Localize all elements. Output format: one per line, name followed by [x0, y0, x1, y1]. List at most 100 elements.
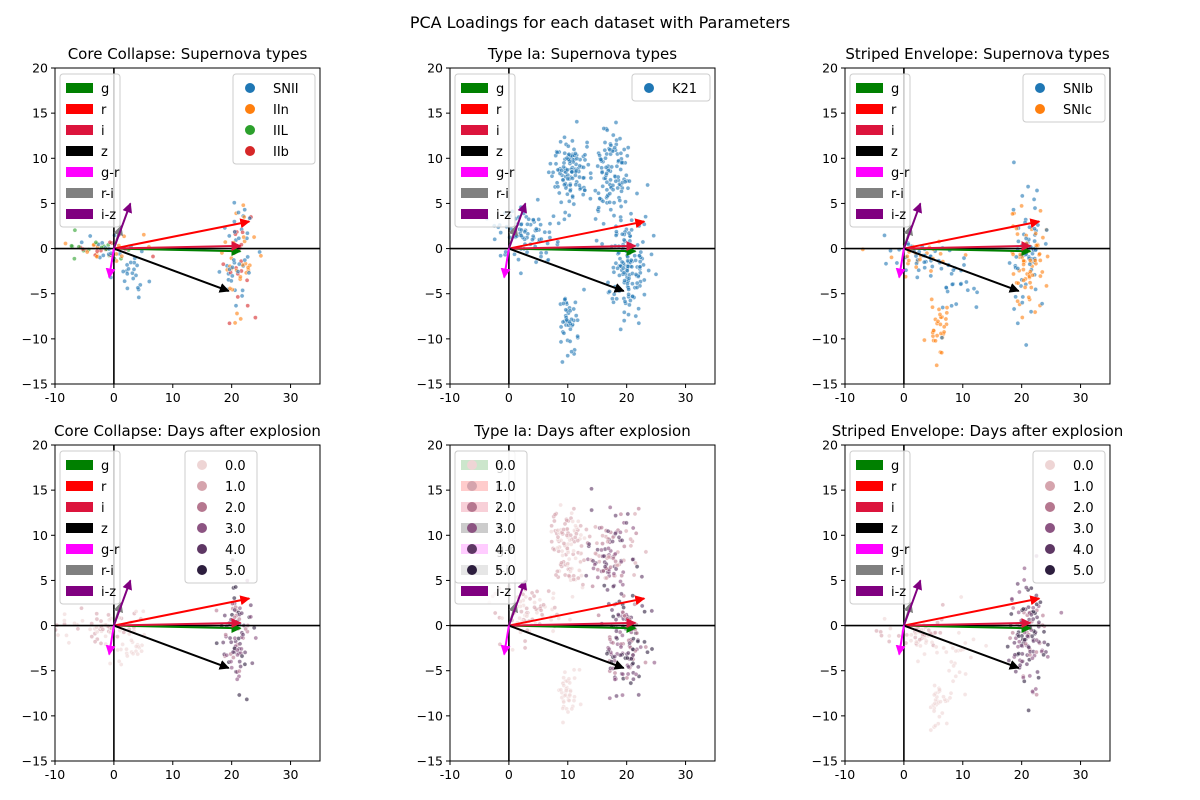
x-tick-label: 20	[1014, 390, 1030, 405]
scatter-point	[238, 274, 243, 280]
x-tick-label: 20	[619, 390, 635, 405]
scatter-point	[1034, 692, 1039, 698]
scatter-point	[561, 683, 567, 688]
scatter-point	[963, 640, 968, 646]
legend-label: 3.0	[225, 522, 246, 537]
legend-label-r-i: r-i	[891, 564, 904, 579]
scatter-point	[631, 636, 636, 642]
scatter-point	[609, 607, 615, 613]
scatter-point	[581, 165, 586, 170]
scatter-point	[550, 628, 556, 634]
scatter-point	[944, 310, 950, 316]
scatter-point	[593, 188, 598, 193]
scatter-point	[564, 688, 569, 693]
scatter-point	[562, 521, 568, 527]
scatter-point	[549, 539, 555, 545]
scatter-point	[524, 249, 530, 255]
scatter-point	[492, 610, 498, 616]
scatter-point	[600, 541, 605, 546]
scatter-point	[617, 136, 623, 141]
scatter-point	[1022, 630, 1027, 635]
panel-3: Striped Envelope: Supernova types -10 0 10 2…	[812, 45, 1111, 405]
scatter-point	[595, 567, 601, 573]
scatter-point	[562, 572, 568, 578]
x-tick-label: 0	[110, 767, 118, 782]
loading-arrow-i	[113, 618, 242, 629]
scatter-point	[562, 210, 568, 215]
legend-label-i: i	[101, 124, 105, 139]
loading-arrow-i	[903, 241, 1032, 252]
legend-marker	[197, 523, 207, 533]
scatter-point	[1034, 602, 1039, 607]
scatter-point	[642, 292, 647, 297]
scatter-point	[1016, 610, 1022, 615]
scatter-point	[620, 671, 626, 677]
y-tick-label: −5	[30, 663, 48, 678]
scatter-point	[620, 633, 625, 638]
legend-swatch-r	[461, 104, 488, 114]
scatter-point	[568, 688, 573, 694]
loading-arrow-r	[903, 218, 1041, 250]
legend-marker	[644, 83, 654, 93]
scatter-point	[98, 641, 104, 646]
scatter-point	[623, 528, 629, 534]
scatter-point	[1020, 315, 1025, 320]
scatter-point	[611, 269, 617, 275]
scatter-point	[953, 674, 959, 679]
scatter-point	[630, 647, 636, 652]
loading-arrow-g-r	[105, 625, 116, 656]
legend-label: 3.0	[495, 522, 516, 537]
scatter-point	[904, 632, 910, 638]
legend-label-z: z	[496, 145, 503, 160]
legend-label: 1.0	[495, 480, 516, 495]
scatter-point	[84, 249, 90, 255]
scatter-point	[620, 265, 626, 271]
y-tick-label: −10	[417, 331, 443, 346]
scatter-point	[560, 319, 566, 325]
scatter-point	[642, 639, 647, 645]
y-tick-label: 20	[427, 61, 443, 76]
plot-area	[55, 68, 320, 384]
scatter-point	[1030, 655, 1035, 661]
scatter-point	[242, 239, 247, 244]
scatter-point	[625, 268, 630, 274]
scatter-point	[565, 709, 571, 715]
scatter-point	[632, 511, 638, 517]
scatter-point	[139, 648, 144, 654]
scatter-point	[220, 640, 226, 645]
scatter-point	[568, 188, 573, 194]
scatter-point	[571, 698, 577, 703]
scatter-point	[231, 257, 237, 263]
scatter-point	[534, 226, 539, 232]
scatter-point	[1034, 243, 1039, 248]
scatter-point	[619, 559, 624, 565]
scatter-point	[100, 627, 106, 632]
scatter-point	[94, 248, 100, 254]
scatter-point	[563, 692, 568, 698]
legend-swatch-i	[461, 125, 488, 135]
scatter-point	[578, 532, 584, 538]
x-tick-label: -10	[835, 390, 855, 405]
scatter-point	[601, 568, 606, 574]
loading-arrow-z	[903, 247, 1020, 293]
scatter-point	[922, 265, 928, 271]
loading-arrow-g-r	[105, 248, 116, 279]
scatter-point	[643, 549, 649, 555]
scatter-point	[874, 628, 879, 634]
legend-marker	[245, 125, 255, 135]
scatter-point	[1013, 294, 1018, 300]
scatter-point	[533, 259, 539, 265]
legend-marker	[197, 544, 207, 554]
scatter-point	[618, 167, 624, 172]
scatter-point	[126, 266, 131, 272]
scatter-point	[567, 537, 573, 543]
scatter-point	[932, 701, 938, 706]
axes-frame	[54, 444, 321, 762]
y-tick-label: 5	[830, 573, 838, 588]
scatter-point	[1015, 298, 1020, 304]
loading-arrow-r	[113, 595, 251, 627]
scatter-point	[928, 273, 934, 279]
scatter-point	[633, 672, 639, 677]
scatter-point	[933, 630, 938, 635]
